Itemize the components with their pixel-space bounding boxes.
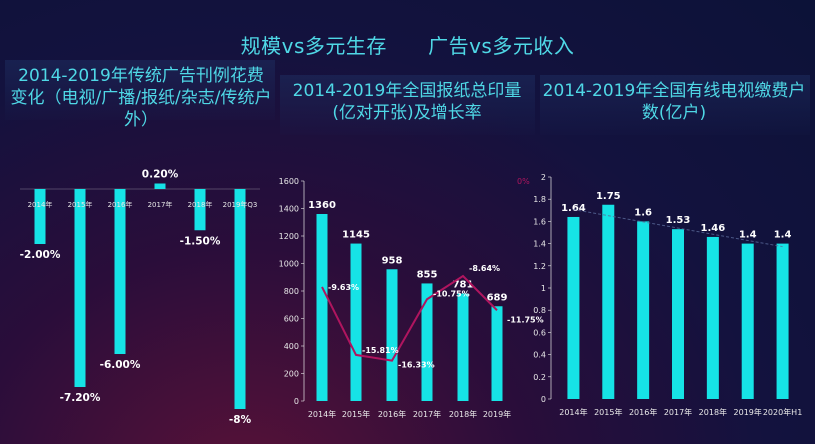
chart1-data-label: -6.00% <box>100 359 141 371</box>
title-band-3 <box>540 75 810 135</box>
chart3-bar <box>776 243 789 399</box>
chart1-data-label: -2.00% <box>20 249 61 261</box>
chart2-y-tick: 0 <box>294 397 299 406</box>
chart2-line-label: -8.64% <box>469 264 500 273</box>
chart3-trendline <box>573 209 783 248</box>
chart2-y-tick: 400 <box>284 342 299 351</box>
chart3-y-tick: 1 <box>541 284 546 293</box>
chart3-bar <box>672 229 684 399</box>
chart2-bar <box>350 243 362 401</box>
chart3-bar <box>706 236 719 399</box>
page-title: 规模vs多元生存 广告vs多元收入 <box>240 34 575 58</box>
chart1-x-tick: 2019年Q3 <box>223 200 258 209</box>
chart2-title: 2014-2019年全国报纸总印量(亿对开张)及增长率 <box>292 81 522 123</box>
chart2-y2-tick: 0% <box>517 177 530 186</box>
chart1-bar <box>154 183 166 189</box>
chart2-growth-line <box>321 274 498 362</box>
chart2-line-label: -16.33% <box>398 361 435 370</box>
chart2-bar <box>386 269 398 401</box>
chart2-x-tick: 2018年 <box>449 409 477 419</box>
chart1-title: 2014-2019年传统广告刊例花费变化（电视/广播/报纸/杂志/传统户外） <box>10 66 272 130</box>
chart3-y-tick: 1.4 <box>533 240 546 249</box>
chart2-bar-label: 855 <box>417 269 438 280</box>
chart3-bar-label: 1.4 <box>739 230 757 241</box>
chart2-bar-label: 689 <box>487 292 508 303</box>
chart3-y-tick: 0.2 <box>533 373 546 382</box>
chart3-bar <box>602 204 615 399</box>
chart1-x-tick: 2016年 <box>108 200 133 209</box>
chart3-bar-label: 1.4 <box>774 230 792 241</box>
chart2-x-tick: 2017年 <box>413 409 441 419</box>
chart2-line-label: -11.75% <box>507 315 544 324</box>
chart3-y-tick: 2 <box>541 173 546 182</box>
chart2-bar-label: 1145 <box>342 230 370 241</box>
chart2-bar <box>457 293 469 401</box>
chart3-x-tick: 2017年 <box>664 407 692 417</box>
chart2-x-tick: 2016年 <box>378 409 406 419</box>
chart3-bar-label: 1.53 <box>666 215 691 226</box>
chart3-x-tick: 2014年 <box>559 407 587 417</box>
chart2-line-label: -10.75% <box>433 289 470 298</box>
chart3-x-tick: 2018年 <box>699 407 727 417</box>
chart2-x-tick: 2014年 <box>308 409 336 419</box>
chart3-x-tick: 2015年 <box>594 407 622 417</box>
chart2-bar <box>421 283 433 401</box>
chart2-y-tick: 800 <box>284 287 299 296</box>
chart3-bar <box>637 221 650 399</box>
chart3-bar <box>741 243 754 399</box>
title-band-1 <box>5 60 275 120</box>
chart2-y-tick: 1400 <box>279 205 299 214</box>
chart3-bar-label: 1.64 <box>561 203 586 214</box>
chart2-y-tick: 600 <box>284 315 299 324</box>
chart3-y-tick: 0.4 <box>533 351 546 360</box>
chart3-x-tick: 2016年 <box>629 407 657 417</box>
chart2-y-tick: 200 <box>284 370 299 379</box>
chart3-bar <box>567 216 580 399</box>
chart1-bar <box>194 189 206 231</box>
chart3-y-tick: 0 <box>541 395 546 404</box>
chart3-y-tick: 1.6 <box>533 217 546 226</box>
chart3-title: 2014-2019年全国有线电视缴费户数(亿户) <box>542 81 806 123</box>
chart1-data-label: -8% <box>229 414 252 426</box>
chart1-data-label: -7.20% <box>60 392 101 404</box>
chart3-bar-label: 1.46 <box>701 223 726 234</box>
chart3-y-tick: 1.2 <box>533 262 546 271</box>
chart1-x-tick: 2018年 <box>188 200 213 209</box>
chart1-bar <box>234 189 246 409</box>
title-band-2 <box>280 75 535 135</box>
chart1-x-tick: 2015年 <box>68 200 93 209</box>
chart1-bar <box>34 189 46 244</box>
chart3-x-tick: 2020年H1 <box>763 407 802 417</box>
chart3-bar-label: 1.75 <box>596 191 621 202</box>
chart2-bar-label: 958 <box>382 255 403 266</box>
chart3-y-tick: 0.6 <box>533 328 546 337</box>
chart2-line-label: -9.63% <box>328 283 359 292</box>
chart2-bar <box>316 214 328 401</box>
chart2-x-tick: 2015年 <box>342 409 370 419</box>
chart2-y-tick: 1200 <box>279 232 299 241</box>
chart2-bar <box>491 306 503 401</box>
chart1-data-label: -1.50% <box>180 235 221 247</box>
chart1-x-tick: 2017年 <box>148 200 173 209</box>
chart2-bar-label: 1360 <box>308 200 336 211</box>
chart2-bar-label: 781 <box>453 280 474 291</box>
chart3-bar-label: 1.6 <box>634 207 652 218</box>
chart2-line-label: -15.81% <box>362 346 399 355</box>
chart1-data-label: 0.20% <box>142 169 179 181</box>
chart2-x-tick: 2019年 <box>483 409 511 419</box>
chart1-x-tick: 2014年 <box>28 200 53 209</box>
chart3-y-tick: 1.8 <box>533 195 546 204</box>
chart1-bar <box>74 189 86 387</box>
chart1-bar <box>114 189 126 354</box>
chart2-y-tick: 1000 <box>279 260 299 269</box>
chart3-y-tick: 0.8 <box>533 306 546 315</box>
chart2-y-tick: 1600 <box>279 177 299 186</box>
chart3-x-tick: 2019年 <box>734 407 762 417</box>
